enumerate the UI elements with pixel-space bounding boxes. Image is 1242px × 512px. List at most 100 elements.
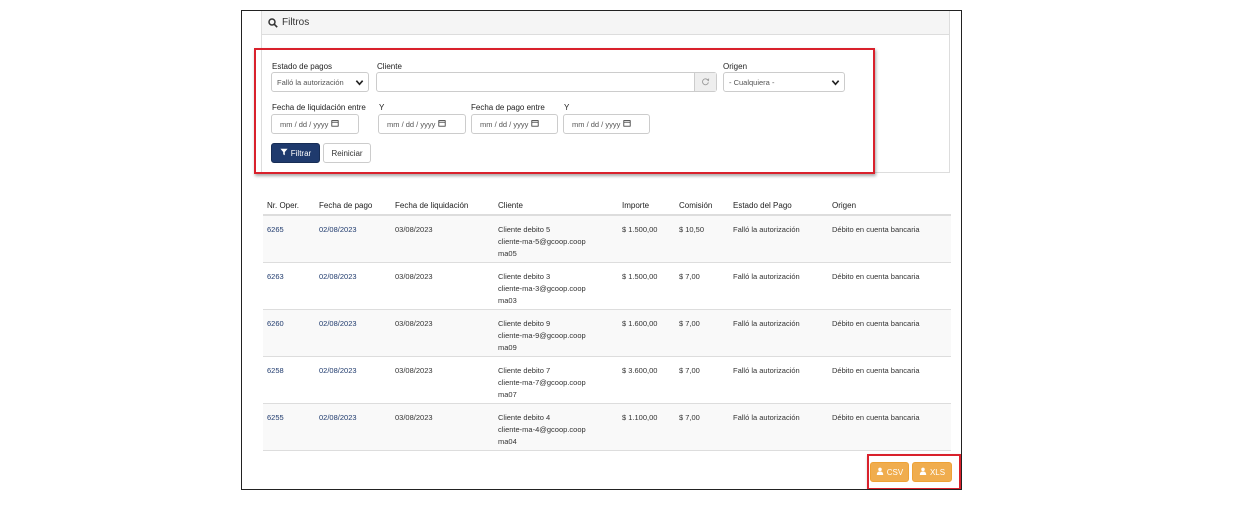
fecha-pago-hasta-input[interactable]: mm / dd / yyyy <box>563 114 650 134</box>
column-header: Importe <box>622 201 650 210</box>
cliente-email-cont: ma05 <box>498 249 517 258</box>
fecha-pago-link[interactable]: 02/08/2023 <box>319 366 357 375</box>
export-csv-button[interactable]: CSV <box>870 462 909 482</box>
fecha-pago-label: Fecha de pago entre <box>471 103 545 112</box>
page-frame: Filtros Estado de pagos Falló la autoriz… <box>241 10 962 490</box>
column-header: Fecha de liquidación <box>395 201 469 210</box>
fecha-liquidacion-cell: 03/08/2023 <box>395 319 433 328</box>
cliente-cell: Cliente debito 3 cliente-ma-3@gcoop.coop… <box>498 271 586 307</box>
origen-cell: Débito en cuenta bancaria <box>832 225 920 234</box>
table-row: 6265 02/08/2023 03/08/2023 Cliente debit… <box>263 216 951 263</box>
cliente-cell: Cliente debito 9 cliente-ma-9@gcoop.coop… <box>498 318 586 354</box>
cliente-email: cliente-ma-7@gcoop.coop <box>498 378 586 387</box>
fecha-liquidacion-hasta-input[interactable]: mm / dd / yyyy <box>378 114 466 134</box>
cliente-nombre: Cliente debito 7 <box>498 366 551 375</box>
fecha-pago-desde-input[interactable]: mm / dd / yyyy <box>471 114 558 134</box>
fecha-pago-link[interactable]: 02/08/2023 <box>319 272 357 281</box>
fecha-liquidacion-desde-input[interactable]: mm / dd / yyyy <box>271 114 359 134</box>
origen-cell: Débito en cuenta bancaria <box>832 366 920 375</box>
filtrar-label: Filtrar <box>290 148 312 158</box>
cliente-email-cont: ma04 <box>498 437 517 446</box>
estado-cell: Falló la autorización <box>733 413 800 422</box>
column-header: Origen <box>832 201 857 210</box>
export-xls-button[interactable]: XLS <box>912 462 952 482</box>
origen-select-value: - Cualquiera - <box>729 77 775 87</box>
table-row: 6263 02/08/2023 03/08/2023 Cliente debit… <box>263 263 951 310</box>
filter-icon <box>280 148 288 158</box>
fecha-pago-link[interactable]: 02/08/2023 <box>319 319 357 328</box>
cliente-cell: Cliente debito 5 cliente-ma-5@gcoop.coop… <box>498 224 586 260</box>
estado-label: Estado de pagos <box>272 62 333 71</box>
csv-label: CSV <box>886 467 904 477</box>
cliente-email: cliente-ma-5@gcoop.coop <box>498 237 586 246</box>
cliente-nombre: Cliente debito 4 <box>498 413 551 422</box>
table-row: 6258 02/08/2023 03/08/2023 Cliente debit… <box>263 357 951 404</box>
refresh-button[interactable] <box>694 73 716 91</box>
pagos-table: Nr. Oper. Fecha de pago Fecha de liquida… <box>263 196 951 451</box>
fecha-liquidacion-y-label: Y <box>379 103 385 112</box>
calendar-icon <box>623 119 631 129</box>
filters-highlight-box <box>254 48 875 174</box>
nr-oper-link[interactable]: 6265 <box>267 225 284 234</box>
cliente-email: cliente-ma-9@gcoop.coop <box>498 331 586 340</box>
origen-cell: Débito en cuenta bancaria <box>832 413 920 422</box>
date-placeholder: mm / dd / yyyy <box>572 119 621 129</box>
nr-oper-link[interactable]: 6260 <box>267 319 284 328</box>
comision-cell: $ 7,00 <box>679 272 700 281</box>
calendar-icon <box>331 119 339 129</box>
estado-cell: Falló la autorización <box>733 225 800 234</box>
fecha-liquidacion-cell: 03/08/2023 <box>395 366 433 375</box>
search-icon <box>268 17 278 28</box>
column-header: Nr. Oper. <box>267 201 300 210</box>
fecha-liquidacion-cell: 03/08/2023 <box>395 413 433 422</box>
fecha-liquidacion-cell: 03/08/2023 <box>395 272 433 281</box>
nr-oper-link[interactable]: 6263 <box>267 272 284 281</box>
filters-header[interactable]: Filtros <box>262 11 949 35</box>
cliente-cell: Cliente debito 7 cliente-ma-7@gcoop.coop… <box>498 365 586 401</box>
chevron-down-icon <box>355 78 364 87</box>
export-highlight-box <box>867 454 961 489</box>
filtrar-button[interactable]: Filtrar <box>271 143 320 163</box>
origen-cell: Débito en cuenta bancaria <box>832 272 920 281</box>
origen-select[interactable]: - Cualquiera - <box>723 72 845 92</box>
cliente-email: cliente-ma-3@gcoop.coop <box>498 284 586 293</box>
fecha-pago-link[interactable]: 02/08/2023 <box>319 225 357 234</box>
fecha-liquidacion-cell: 03/08/2023 <box>395 225 433 234</box>
chevron-down-icon <box>831 78 840 87</box>
estado-select[interactable]: Falló la autorización <box>271 72 369 92</box>
cliente-email-cont: ma03 <box>498 296 517 305</box>
cliente-nombre: Cliente debito 9 <box>498 319 551 328</box>
user-icon <box>876 467 884 477</box>
cliente-nombre: Cliente debito 3 <box>498 272 551 281</box>
cliente-nombre: Cliente debito 5 <box>498 225 551 234</box>
fecha-pago-link[interactable]: 02/08/2023 <box>319 413 357 422</box>
cliente-input[interactable] <box>376 72 717 92</box>
estado-select-value: Falló la autorización <box>277 77 344 87</box>
cliente-email-cont: ma09 <box>498 343 517 352</box>
comision-cell: $ 7,00 <box>679 319 700 328</box>
comision-cell: $ 10,50 <box>679 225 705 234</box>
origen-label: Origen <box>723 62 748 71</box>
user-icon <box>919 467 927 477</box>
fecha-liquidacion-label: Fecha de liquidación entre <box>272 103 366 112</box>
date-placeholder: mm / dd / yyyy <box>480 119 529 129</box>
cliente-email-cont: ma07 <box>498 390 517 399</box>
table-row: 6255 02/08/2023 03/08/2023 Cliente debit… <box>263 404 951 451</box>
table-row: 6260 02/08/2023 03/08/2023 Cliente debit… <box>263 310 951 357</box>
importe-cell: $ 1.500,00 <box>622 272 658 281</box>
nr-oper-link[interactable]: 6255 <box>267 413 284 422</box>
cliente-cell: Cliente debito 4 cliente-ma-4@gcoop.coop… <box>498 412 586 448</box>
column-header: Comisión <box>679 201 713 210</box>
date-placeholder: mm / dd / yyyy <box>280 119 329 129</box>
nr-oper-link[interactable]: 6258 <box>267 366 284 375</box>
table-header: Nr. Oper. Fecha de pago Fecha de liquida… <box>263 196 951 216</box>
reiniciar-button[interactable]: Reiniciar <box>323 143 371 163</box>
column-header: Cliente <box>498 201 523 210</box>
reiniciar-label: Reiniciar <box>331 148 363 158</box>
filters-panel: Filtros <box>261 11 950 173</box>
column-header: Fecha de pago <box>319 201 373 210</box>
calendar-icon <box>438 119 446 129</box>
comision-cell: $ 7,00 <box>679 413 700 422</box>
comision-cell: $ 7,00 <box>679 366 700 375</box>
importe-cell: $ 1.100,00 <box>622 413 658 422</box>
